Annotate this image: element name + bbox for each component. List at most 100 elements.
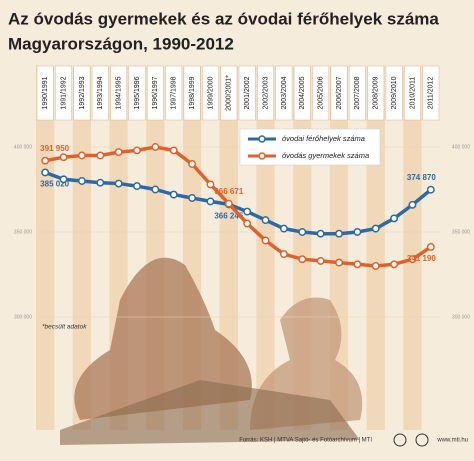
chart-title: Az óvodás gyermekek és az óvodai férőhel…	[8, 9, 439, 28]
data-point	[243, 207, 252, 216]
data-point	[114, 148, 123, 157]
photo-ladder	[60, 380, 360, 445]
data-point	[298, 228, 307, 236]
y-tick-label: 400 000	[452, 144, 470, 150]
category-box	[202, 65, 219, 121]
column-stripe	[366, 66, 385, 430]
data-point	[96, 178, 105, 187]
series-line	[44, 145, 432, 268]
data-point	[316, 229, 325, 238]
x-tick-label: 2001/2002	[244, 76, 251, 109]
x-tick-label: 2008/2009	[373, 76, 380, 109]
category-box	[257, 65, 274, 121]
data-point	[77, 151, 86, 160]
data-point	[426, 243, 435, 251]
data-point	[390, 260, 399, 269]
x-tick-label: 2003/2004	[281, 76, 288, 109]
x-tick-label: 2002/2003	[262, 76, 269, 109]
category-box	[220, 65, 238, 121]
data-point	[335, 229, 343, 238]
legend-marker	[258, 135, 266, 143]
category-box	[128, 65, 146, 121]
data-point	[188, 194, 197, 202]
data-point	[133, 146, 141, 155]
data-point	[114, 179, 123, 188]
data-point	[96, 151, 105, 160]
data-point	[41, 168, 50, 177]
data-point	[206, 180, 215, 189]
data-point	[261, 236, 270, 245]
x-tick-label: 1999/2000	[207, 76, 214, 109]
category-box	[275, 65, 293, 121]
x-tick-label: 1993/1994	[97, 76, 104, 109]
x-tick-label: 2000/2001*	[226, 75, 233, 111]
y-tick-label: 350 000	[14, 229, 32, 235]
category-box	[404, 65, 421, 121]
x-tick-label: 2010/2011	[409, 77, 416, 110]
data-point	[371, 262, 380, 270]
category-box	[385, 65, 403, 121]
logo	[393, 433, 407, 447]
data-point	[41, 156, 50, 165]
x-tick-label: 2007/2008	[354, 76, 361, 109]
x-tick-label: 1995/1996	[134, 76, 141, 109]
x-tick-label: 1990/1991	[42, 76, 49, 109]
category-box	[73, 65, 91, 121]
data-point	[77, 177, 86, 185]
x-tick-label: 2004/2005	[299, 76, 306, 109]
data-point	[408, 200, 417, 209]
data-point	[59, 175, 68, 184]
data-point	[390, 214, 399, 223]
column-stripe	[403, 66, 422, 430]
data-point	[335, 258, 343, 267]
category-box	[367, 65, 385, 121]
data-point	[151, 185, 160, 194]
data-point	[279, 250, 288, 259]
y-tick-label: 350 000	[452, 229, 470, 235]
x-tick-label: 1997/1998	[171, 76, 178, 109]
chart-subtitle: Magyarországon, 1990-2012	[8, 34, 234, 53]
data-label: 366 671	[214, 187, 243, 196]
column-stripe	[384, 66, 404, 430]
category-box	[238, 65, 256, 121]
category-box	[348, 65, 366, 121]
category-box	[165, 65, 183, 121]
data-label: 391 950	[40, 144, 69, 153]
category-box	[146, 65, 164, 121]
data-point	[298, 255, 307, 264]
category-box	[183, 65, 201, 121]
category-box	[422, 65, 440, 121]
category-box	[293, 65, 311, 121]
x-tick-label: 1994/1995	[115, 76, 122, 109]
category-box	[91, 65, 109, 121]
note: *becsült adatok	[42, 324, 87, 331]
data-point	[133, 182, 141, 191]
data-point	[408, 255, 417, 264]
x-tick-label: 1992/1993	[79, 76, 86, 109]
legend-label: óvodai férőhelyek száma	[282, 134, 365, 143]
series-line	[44, 170, 432, 236]
data-point	[243, 219, 252, 228]
source: Forrás: KSH | MTVA Sajtó- és Fotóarchívu…	[239, 438, 372, 444]
data-label: 341 190	[407, 254, 436, 263]
x-tick-label: 1996/1997	[152, 76, 159, 109]
y-tick-label: 400 000	[14, 144, 32, 150]
x-tick-label: 2006/2007	[336, 76, 343, 109]
x-tick-label: 2005/2006	[317, 76, 324, 109]
data-point	[206, 197, 215, 206]
x-tick-label: 2009/2010	[391, 76, 398, 109]
category-box	[36, 65, 54, 121]
data-point	[426, 185, 435, 194]
data-point	[224, 199, 233, 208]
data-point	[169, 190, 178, 199]
category-box	[330, 65, 348, 121]
data-point	[169, 146, 178, 155]
legend-label: óvodás gyermekek száma	[282, 151, 369, 160]
logo	[415, 433, 429, 447]
column-stripe	[54, 66, 73, 430]
data-point	[316, 256, 325, 265]
website: www.mti.hu	[436, 438, 468, 444]
data-point	[353, 260, 362, 269]
x-tick-label: 1998/1999	[189, 76, 196, 109]
category-box	[110, 65, 128, 121]
